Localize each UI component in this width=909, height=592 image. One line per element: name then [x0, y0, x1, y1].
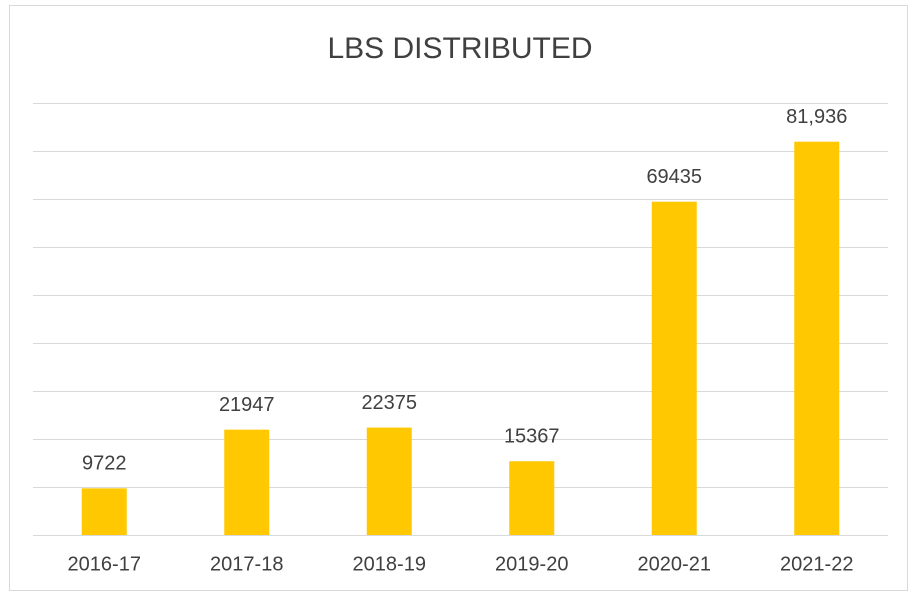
data-label: 69435 — [646, 166, 702, 188]
chart-title: LBS DISTRIBUTED — [327, 32, 592, 65]
data-label: 81,936 — [786, 106, 847, 128]
x-tick-label: 2018-19 — [353, 553, 426, 575]
x-tick-label: 2020-21 — [638, 553, 711, 575]
x-tick-label: 2017-18 — [210, 553, 283, 575]
x-tick-label: 2021-22 — [780, 553, 853, 575]
chart-border — [9, 5, 908, 591]
data-label: 22375 — [361, 392, 417, 414]
bar — [366, 427, 412, 535]
bar — [224, 429, 270, 535]
data-label: 21947 — [219, 394, 275, 416]
bar — [794, 141, 840, 535]
bar — [509, 461, 555, 535]
data-label: 9722 — [82, 453, 127, 475]
x-tick-label: 2019-20 — [495, 553, 568, 575]
bar — [81, 488, 127, 535]
bar — [651, 201, 697, 535]
data-label: 15367 — [504, 426, 560, 448]
x-tick-label: 2016-17 — [68, 553, 141, 575]
